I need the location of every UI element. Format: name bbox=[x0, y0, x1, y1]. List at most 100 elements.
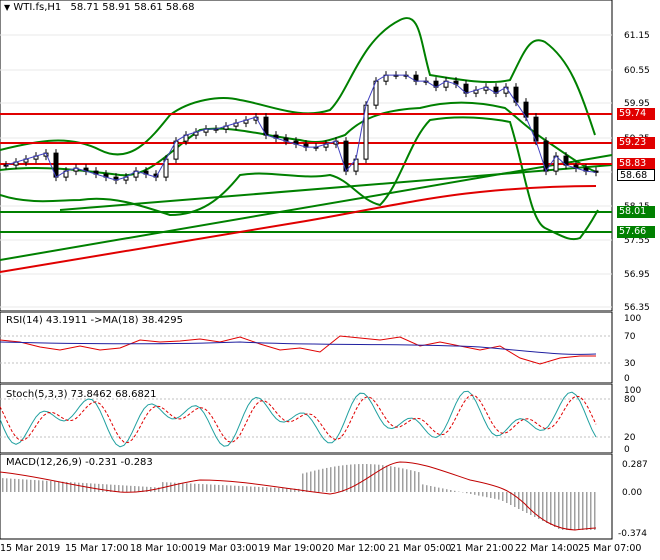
macd-bar bbox=[518, 492, 520, 509]
macd-bar bbox=[198, 483, 200, 492]
macd-bar bbox=[390, 466, 392, 492]
macd-bar bbox=[346, 464, 348, 492]
macd-bar bbox=[574, 492, 576, 530]
time-axis-label: 25 Mar 07:00 bbox=[578, 543, 642, 554]
macd-bar bbox=[66, 481, 68, 492]
stoch-tick-20: 20 bbox=[624, 433, 636, 443]
macd-bar bbox=[194, 483, 196, 492]
symbol-header: ▼ WTI.fs,H1 58.71 58.91 58.61 58.68 bbox=[4, 2, 195, 13]
macd-bar bbox=[14, 478, 16, 492]
macd-bar bbox=[54, 481, 56, 492]
macd-bar bbox=[22, 479, 24, 492]
macd-bar bbox=[418, 472, 420, 492]
macd-bar bbox=[226, 485, 228, 492]
macd-bar bbox=[534, 492, 536, 517]
macd-bar bbox=[286, 488, 288, 492]
macd-bar bbox=[206, 484, 208, 492]
level-tag-2: 59.23 bbox=[617, 137, 655, 149]
price-tick-label: 56.35 bbox=[624, 303, 650, 312]
rsi-chart: 100 70 30 0 bbox=[0, 312, 641, 384]
price-chart: 61.1560.5559.9559.3558.7558.1557.5556.95… bbox=[0, 0, 650, 312]
macd-bar bbox=[562, 492, 564, 530]
moving-average-200 bbox=[0, 185, 597, 273]
macd-bar bbox=[330, 467, 332, 492]
macd-bar bbox=[202, 484, 204, 492]
macd-bar bbox=[162, 482, 164, 492]
macd-bar bbox=[454, 490, 456, 492]
macd-bar bbox=[426, 485, 428, 492]
macd-bar bbox=[222, 485, 224, 492]
time-axis: 15 Mar 2019 15 Mar 17:00 18 Mar 10:00 19 Ma… bbox=[0, 540, 660, 560]
macd-bar bbox=[42, 480, 44, 492]
stoch-pane: 100 80 20 0 Stoch(5,3,3) 73.8462 68.6821 bbox=[0, 384, 660, 454]
macd-bar bbox=[218, 484, 220, 492]
close-price-line bbox=[5, 74, 597, 181]
macd-bar bbox=[414, 471, 416, 492]
macd-bar bbox=[378, 464, 380, 492]
macd-bar bbox=[502, 492, 504, 501]
dropdown-arrow-icon[interactable]: ▼ bbox=[4, 3, 11, 12]
time-axis-label: 18 Mar 10:00 bbox=[130, 543, 194, 554]
macd-label: MACD(12,26,9) -0.231 -0.283 bbox=[6, 457, 153, 468]
macd-bar bbox=[266, 487, 268, 492]
price-tick-label: 57.55 bbox=[624, 236, 650, 246]
macd-tick-bottom: -0.374 bbox=[618, 529, 647, 539]
macd-bar bbox=[246, 486, 248, 492]
macd-bar bbox=[186, 483, 188, 492]
macd-bar bbox=[370, 464, 372, 492]
price-pane: 61.1560.5559.9559.3558.7558.1557.5556.95… bbox=[0, 0, 655, 312]
macd-bar bbox=[138, 486, 140, 492]
macd-bar bbox=[570, 492, 572, 530]
macd-bar bbox=[242, 486, 244, 492]
time-axis-label: 19 Mar 03:00 bbox=[194, 543, 258, 554]
macd-bar bbox=[450, 490, 452, 492]
time-axis-label: 15 Mar 17:00 bbox=[65, 543, 129, 554]
macd-bar bbox=[94, 483, 96, 492]
macd-bar bbox=[322, 468, 324, 492]
macd-bar bbox=[514, 492, 516, 507]
macd-bar bbox=[130, 485, 132, 492]
macd-tick-zero: 0.00 bbox=[622, 488, 642, 498]
macd-bar bbox=[442, 488, 444, 492]
macd-bar bbox=[526, 492, 528, 513]
macd-bar bbox=[298, 488, 300, 492]
macd-bar bbox=[334, 466, 336, 492]
macd-bar bbox=[402, 468, 404, 492]
bollinger-upper bbox=[0, 17, 596, 156]
macd-bar bbox=[582, 492, 584, 530]
rsi-tick-100: 100 bbox=[624, 314, 641, 324]
macd-bar bbox=[530, 492, 532, 515]
macd-bar bbox=[30, 479, 32, 492]
macd-bar bbox=[146, 486, 148, 492]
macd-bar bbox=[10, 478, 12, 492]
macd-bar bbox=[174, 482, 176, 492]
macd-bar bbox=[34, 480, 36, 492]
macd-pane: 0.287 0.00 -0.374 MACD(12,26,9) -0.231 -… bbox=[0, 454, 660, 540]
macd-bar bbox=[510, 492, 512, 505]
macd-bar bbox=[178, 482, 180, 492]
macd-bar bbox=[446, 489, 448, 492]
macd-bar bbox=[210, 484, 212, 492]
macd-bar bbox=[382, 465, 384, 492]
level-tag-1: 59.74 bbox=[617, 108, 655, 120]
level-tag-5: 57.66 bbox=[617, 226, 655, 238]
stoch-label: Stoch(5,3,3) 73.8462 68.6821 bbox=[6, 389, 157, 400]
macd-bar bbox=[358, 464, 360, 492]
macd-signal-line bbox=[0, 461, 597, 531]
macd-bar bbox=[2, 478, 4, 492]
macd-bar bbox=[558, 492, 560, 529]
level-tag-4: 58.01 bbox=[617, 206, 655, 218]
macd-bar bbox=[490, 492, 492, 498]
macd-bar bbox=[26, 479, 28, 492]
macd-bar bbox=[142, 486, 144, 492]
macd-chart: 0.287 0.00 -0.374 bbox=[0, 454, 648, 540]
macd-bar bbox=[546, 492, 548, 523]
macd-bar bbox=[98, 483, 100, 492]
macd-bar bbox=[122, 485, 124, 492]
macd-bar bbox=[478, 492, 480, 496]
rsi-line bbox=[0, 335, 596, 365]
macd-bar bbox=[466, 492, 468, 494]
macd-bar bbox=[422, 484, 424, 492]
stoch-chart: 100 80 20 0 bbox=[0, 384, 641, 454]
macd-bar bbox=[590, 492, 592, 530]
